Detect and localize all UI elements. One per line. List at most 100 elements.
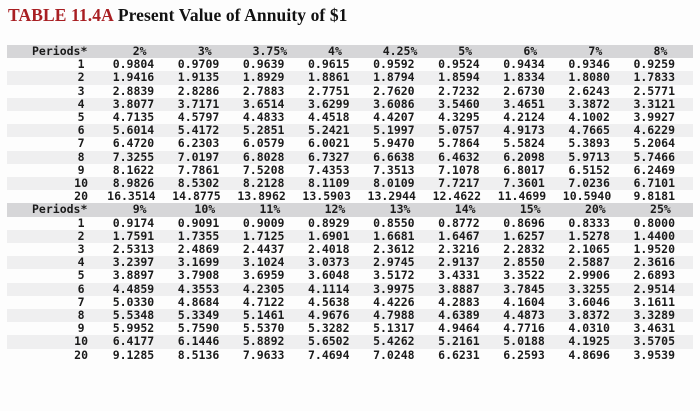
periods-header: Periods* (32, 45, 88, 58)
period-cell: 3 (77, 243, 85, 257)
table-row: 5 4.7135 4.5797 4.4833 4.4518 4.4207 4.3295 4.2… (7, 111, 693, 124)
value-cell: 7.3513 (373, 163, 415, 177)
value-cell: 8.1109 (307, 177, 350, 191)
value-cell: 3.4651 (503, 97, 545, 111)
value-cell: 5.7466 (633, 150, 675, 164)
value-cell: 3.6086 (373, 97, 415, 111)
rate-header-row: Periods* 9% 10% 11% 12% 13% 14% 15% 20% 25% (7, 203, 693, 217)
value-cell: 3.3255 (568, 282, 610, 296)
value-cell: 6.4177 (112, 335, 155, 349)
rate-header: 4.25% (382, 45, 418, 58)
value-cell: 2.5771 (633, 84, 675, 98)
value-cell: 5.7590 (177, 322, 220, 336)
period-cell: 8 (77, 309, 85, 323)
value-cell: 3.3872 (568, 97, 610, 111)
value-cell: 1.4400 (633, 229, 675, 243)
value-cell: 4.3553 (177, 282, 220, 296)
value-cell: 2.2832 (503, 243, 545, 257)
rate-header-row: Periods* 2% 3% 3.75% 4% 4.25% 5% 6% 7% 8% (7, 45, 693, 59)
rate-header: 10% (194, 203, 216, 217)
value-cell: 5.9713 (568, 150, 610, 164)
period-cell: 3 (77, 84, 85, 98)
value-cell: 7.4353 (307, 163, 350, 177)
value-cell: 2.3216 (438, 243, 480, 257)
rate-header: 3% (197, 45, 212, 58)
value-cell: 4.7122 (242, 295, 285, 309)
value-cell: 2.3612 (373, 243, 415, 257)
value-cell: 5.1461 (242, 309, 285, 323)
period-cell: 5 (77, 269, 85, 283)
period-cell: 20 (74, 348, 88, 362)
table-row: 3 2.5313 2.4869 2.4437 2.4018 2.3612 2.3216 2.2… (7, 243, 693, 256)
value-cell: 3.6299 (307, 97, 350, 111)
value-cell: 6.6638 (373, 150, 415, 164)
rate-header: 3.75% (252, 45, 288, 58)
period-cell: 8 (77, 150, 85, 164)
value-cell: 5.2421 (307, 124, 350, 138)
value-cell: 0.8696 (503, 216, 545, 230)
value-cell: 0.9804 (112, 58, 155, 72)
value-cell: 7.0197 (177, 150, 220, 164)
value-cell: 2.9906 (568, 269, 610, 283)
rate-header: 2% (132, 45, 147, 58)
rate-header: 11% (259, 203, 281, 217)
value-cell: 3.2397 (112, 256, 155, 270)
value-cell: 4.0310 (568, 322, 610, 336)
value-cell: 2.4869 (177, 243, 220, 257)
value-cell: 4.7988 (373, 309, 415, 323)
value-cell: 3.5705 (633, 335, 675, 349)
value-cell: 6.6231 (438, 348, 480, 362)
value-cell: 4.5797 (177, 111, 220, 125)
value-cell: 5.3349 (177, 309, 220, 323)
value-cell: 1.8929 (242, 71, 285, 85)
value-cell: 4.6229 (633, 124, 675, 138)
value-cell: 3.0373 (307, 256, 350, 270)
periods-header: Periods* (32, 203, 88, 217)
value-cell: 6.7101 (633, 177, 675, 191)
value-cell: 0.8929 (307, 216, 350, 230)
value-cell: 0.9174 (112, 216, 155, 230)
value-cell: 9.1285 (112, 348, 155, 362)
value-cell: 6.8017 (503, 163, 545, 177)
value-cell: 8.2128 (242, 177, 285, 191)
value-cell: 0.9346 (568, 58, 610, 72)
value-cell: 6.2098 (503, 150, 545, 164)
value-cell: 4.1925 (568, 335, 610, 349)
rate-header: 14% (454, 203, 476, 217)
value-cell: 5.5370 (242, 322, 285, 336)
table-row: 6 4.4859 4.3553 4.2305 4.1114 3.9975 3.8887 3.7… (7, 282, 693, 296)
value-cell: 1.9135 (177, 71, 220, 85)
value-cell: 1.6901 (307, 229, 350, 243)
table-row: 4 3.8077 3.7171 3.6514 3.6299 3.6086 3.5460 3.4… (7, 97, 693, 112)
value-cell: 4.3295 (438, 111, 480, 125)
value-cell: 4.2883 (438, 295, 480, 309)
value-cell: 5.9470 (373, 137, 415, 151)
value-cell: 3.3121 (633, 97, 675, 111)
value-cell: 5.0188 (503, 335, 545, 349)
value-cell: 5.4172 (177, 124, 220, 138)
value-cell: 6.4632 (438, 150, 480, 164)
value-cell: 16.3514 (107, 190, 156, 204)
value-cell: 0.9259 (633, 58, 675, 72)
value-cell: 5.7864 (438, 137, 480, 151)
value-cell: 4.1002 (568, 111, 610, 125)
rate-header: 5% (458, 45, 473, 58)
value-cell: 6.5152 (568, 163, 610, 177)
value-cell: 11.4699 (497, 190, 547, 204)
value-cell: 14.8775 (172, 190, 221, 204)
value-cell: 4.6389 (438, 309, 480, 323)
value-cell: 5.5348 (112, 309, 155, 323)
period-cell: 6 (77, 124, 85, 138)
value-cell: 2.3616 (633, 256, 675, 270)
value-cell: 4.7135 (112, 111, 155, 125)
value-cell: 13.8962 (237, 190, 286, 204)
value-cell: 1.9416 (112, 71, 155, 85)
value-cell: 8.1622 (112, 163, 155, 177)
value-cell: 1.7355 (177, 229, 220, 243)
rate-header: 25% (650, 203, 671, 217)
value-cell: 5.0330 (112, 295, 155, 309)
period-cell: 10 (74, 335, 88, 349)
value-cell: 1.7125 (242, 229, 285, 243)
table-caption: Present Value of Annuity of $1 (117, 5, 348, 25)
textbook-page: TABLE 11.4A Present Value of Annuity of $… (0, 5, 700, 411)
